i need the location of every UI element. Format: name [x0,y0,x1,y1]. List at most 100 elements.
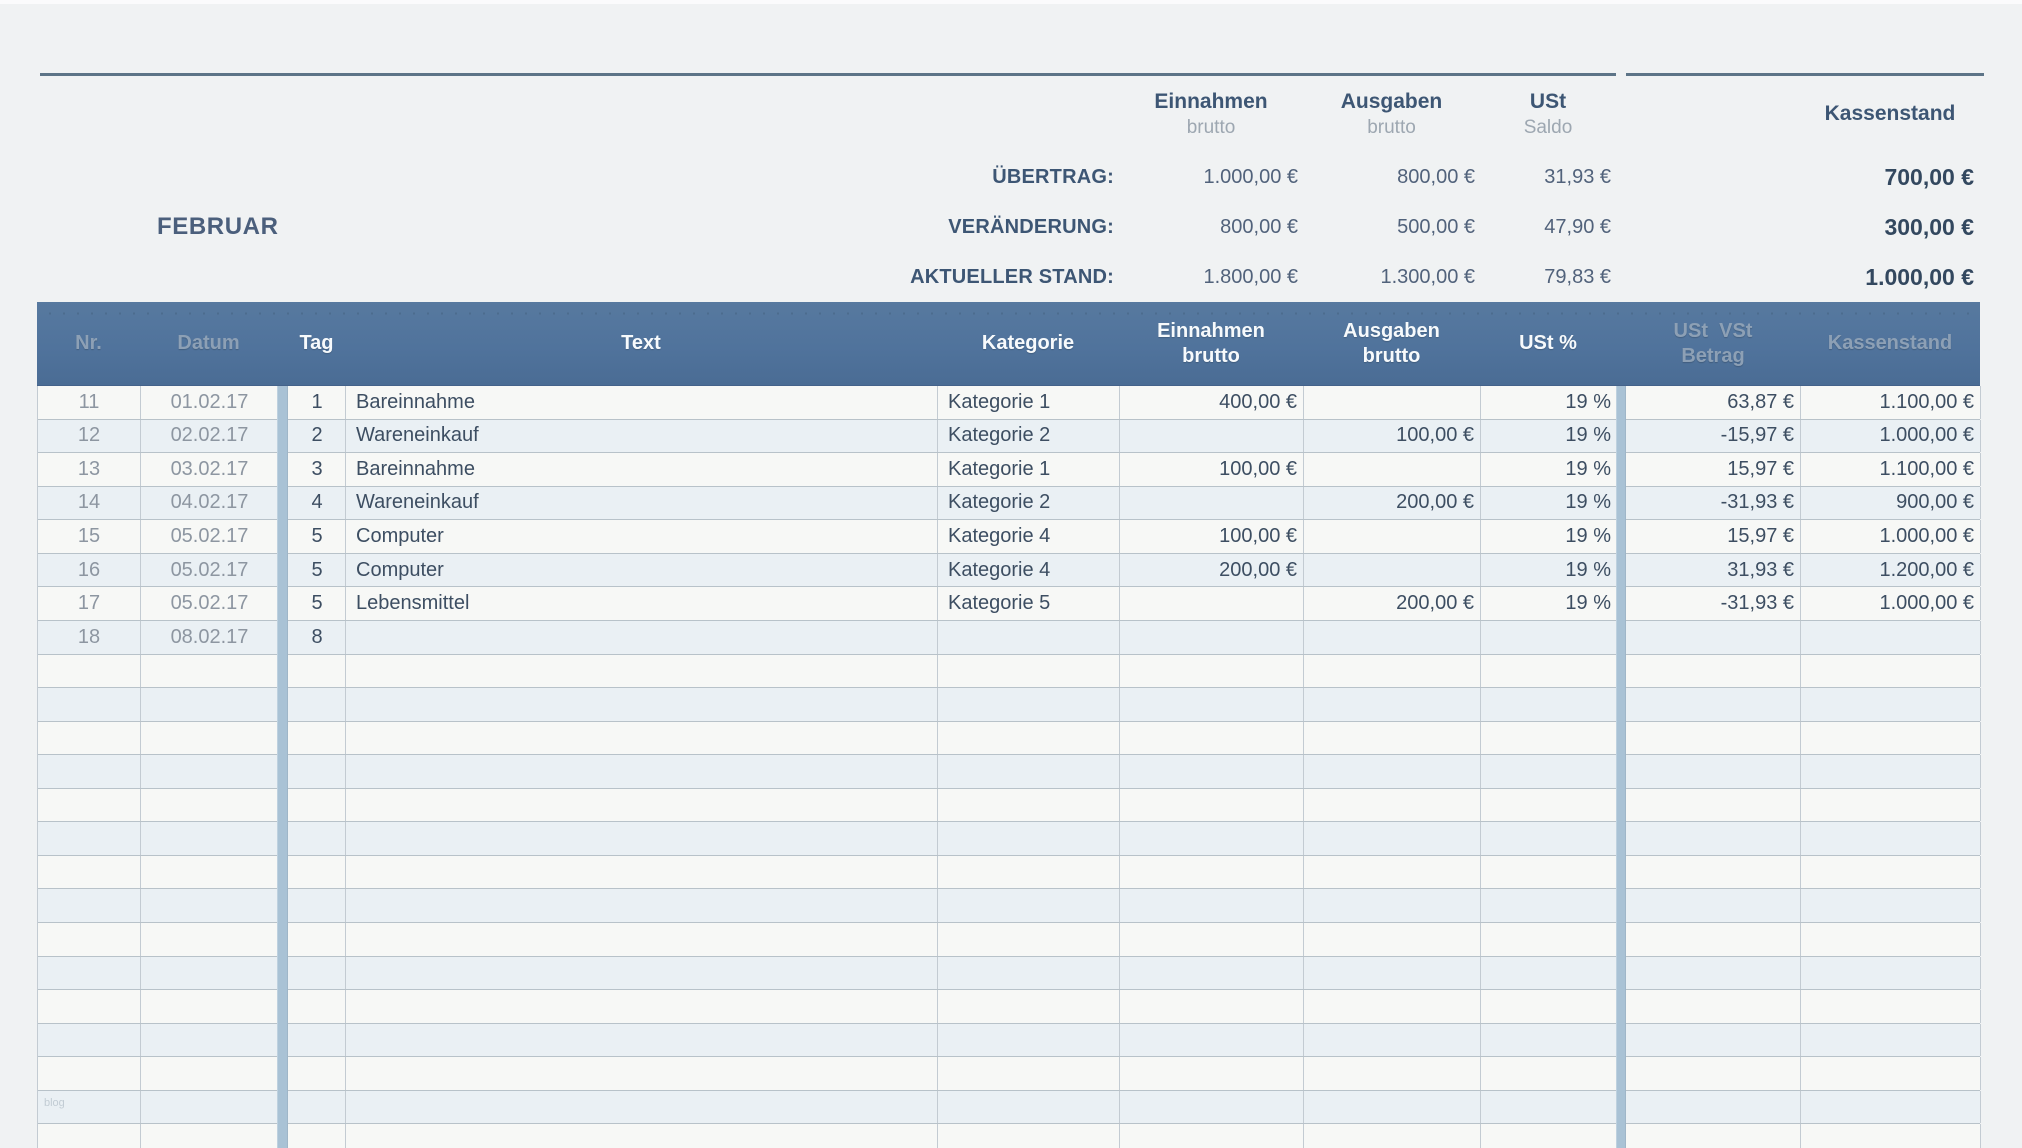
cell-ust[interactable] [1481,889,1617,922]
cell-text[interactable] [346,788,938,822]
cell-text[interactable] [346,1057,938,1090]
cell-datum[interactable] [141,1091,278,1124]
cell-kategorie[interactable]: Kategorie 4 [938,553,1120,587]
cell-einnahmen[interactable] [1120,1124,1304,1148]
cell-nr[interactable]: 15 [38,520,141,553]
cell-ausgaben[interactable]: 100,00 € [1304,419,1481,453]
summary-row-label[interactable]: AKTUELLER STAND: [910,265,1114,288]
cell-datum[interactable] [141,1124,278,1148]
cell-betrag[interactable] [1627,688,1801,721]
cell-tag[interactable]: 2 [289,419,346,453]
column-header-tag[interactable]: Tag [299,332,334,354]
cell-einnahmen[interactable] [1120,1090,1304,1124]
cell-nr[interactable] [38,923,141,956]
cell-betrag[interactable] [1627,889,1801,922]
cell-datum[interactable] [141,990,278,1023]
cell-datum[interactable] [141,957,278,990]
cell-text[interactable] [346,956,938,990]
cell-ausgaben[interactable] [1304,520,1481,553]
cell-ust[interactable]: 19 % [1565,491,1611,514]
cell-kategorie[interactable]: Kategorie 1 [938,453,1120,486]
cell-kassenstand[interactable] [1801,822,1981,855]
summary-row-label[interactable]: VERÄNDERUNG: [948,215,1114,238]
cell-datum[interactable] [141,655,278,688]
cell-einnahmen[interactable] [1120,889,1304,922]
cell-ausgaben[interactable] [1304,688,1481,721]
cell-datum[interactable] [141,755,278,788]
cell-kassenstand[interactable]: 1.000,00 € [1801,520,1981,553]
summary-cell-ust[interactable]: 31,93 € [1544,165,1611,188]
cell-betrag[interactable]: 15,97 € [1627,520,1801,553]
cell-ust[interactable] [1481,789,1617,822]
cell-tag[interactable] [289,956,346,990]
cell-nr[interactable] [38,688,141,721]
cell-nr[interactable]: 13 [38,453,141,486]
cell-datum[interactable]: 02.02.17 [170,424,249,447]
cell-ust[interactable] [1481,1091,1617,1124]
cell-kategorie[interactable]: Kategorie 5 [938,587,1120,620]
cell-einnahmen[interactable] [1120,1057,1304,1090]
summary-column-header-einnahmen[interactable]: Einnahmen brutto [1119,84,1303,144]
cell-betrag[interactable]: 15,97 € [1627,453,1801,486]
cell-ausgaben[interactable] [1304,1090,1481,1124]
summary-cell-einnahmen[interactable]: 800,00 € [1220,215,1298,238]
cell-einnahmen[interactable] [1120,620,1304,654]
cell-einnahmen[interactable] [1120,1023,1304,1057]
cell-betrag[interactable] [1627,1124,1801,1148]
cell-text[interactable]: Lebensmittel [346,587,938,620]
cell-ausgaben[interactable] [1304,956,1481,990]
cell-text[interactable] [346,1124,938,1148]
cell-betrag[interactable] [1627,990,1801,1023]
cell-ausgaben[interactable] [1304,386,1481,419]
cell-datum[interactable] [141,688,278,721]
cell-kassenstand[interactable] [1801,788,1981,822]
cell-datum[interactable] [141,923,278,956]
cell-ausgaben[interactable] [1304,654,1481,688]
cell-datum[interactable]: 05.02.17 [170,525,249,548]
cell-kategorie[interactable] [938,1023,1120,1057]
cell-text[interactable] [346,620,938,654]
cell-betrag[interactable]: -31,93 € [1627,486,1801,520]
cell-tag[interactable]: 5 [289,553,346,587]
cell-tag[interactable] [289,788,346,822]
cell-ausgaben[interactable]: 200,00 € [1304,486,1481,520]
cell-ust[interactable]: 19 % [1565,558,1611,581]
cell-kassenstand[interactable] [1801,1057,1981,1090]
cell-datum[interactable] [141,822,278,855]
cell-text[interactable] [346,1023,938,1057]
cell-datum[interactable]: 01.02.17 [170,390,249,413]
cell-tag[interactable] [289,923,346,956]
column-header-betrag[interactable]: USt VSt Betrag [1673,319,1753,367]
cell-betrag[interactable]: 63,87 € [1627,386,1801,419]
cell-betrag[interactable]: -15,97 € [1627,419,1801,453]
cell-nr[interactable]: 11 [38,386,141,419]
cell-tag[interactable] [289,1023,346,1057]
cell-kategorie[interactable] [938,654,1120,688]
cell-nr[interactable] [38,1023,141,1057]
cell-tag[interactable]: 8 [289,620,346,654]
cell-kassenstand[interactable]: 1.100,00 € [1801,386,1981,419]
cell-kategorie[interactable] [938,956,1120,990]
cell-tag[interactable]: 3 [289,453,346,486]
summary-column-header-ust[interactable]: USt Saldo [1480,84,1616,144]
column-header-nr[interactable]: Nr. [75,332,102,354]
column-header-einnahmen[interactable]: Einnahmen brutto [1157,319,1265,367]
cell-nr[interactable] [38,889,141,922]
summary-cell-ausgaben[interactable]: 800,00 € [1397,165,1475,188]
month-cell[interactable]: FEBRUAR [157,213,279,240]
cell-kassenstand[interactable] [1801,1124,1981,1148]
cell-ust[interactable] [1481,856,1617,889]
cell-kategorie[interactable] [938,788,1120,822]
column-header-datum[interactable]: Datum [177,332,240,354]
cell-tag[interactable] [289,990,346,1023]
cell-kassenstand[interactable] [1801,956,1981,990]
cell-betrag[interactable] [1627,620,1801,654]
cell-betrag[interactable] [1627,855,1801,889]
column-header-ust[interactable]: USt % [1519,332,1577,354]
cell-ust[interactable] [1481,1124,1617,1148]
cell-ust[interactable] [1481,755,1617,788]
cell-ust[interactable]: 19 % [1565,525,1611,548]
cell-kategorie[interactable] [938,721,1120,755]
cell-text[interactable] [346,822,938,855]
cell-ust[interactable] [1481,655,1617,688]
